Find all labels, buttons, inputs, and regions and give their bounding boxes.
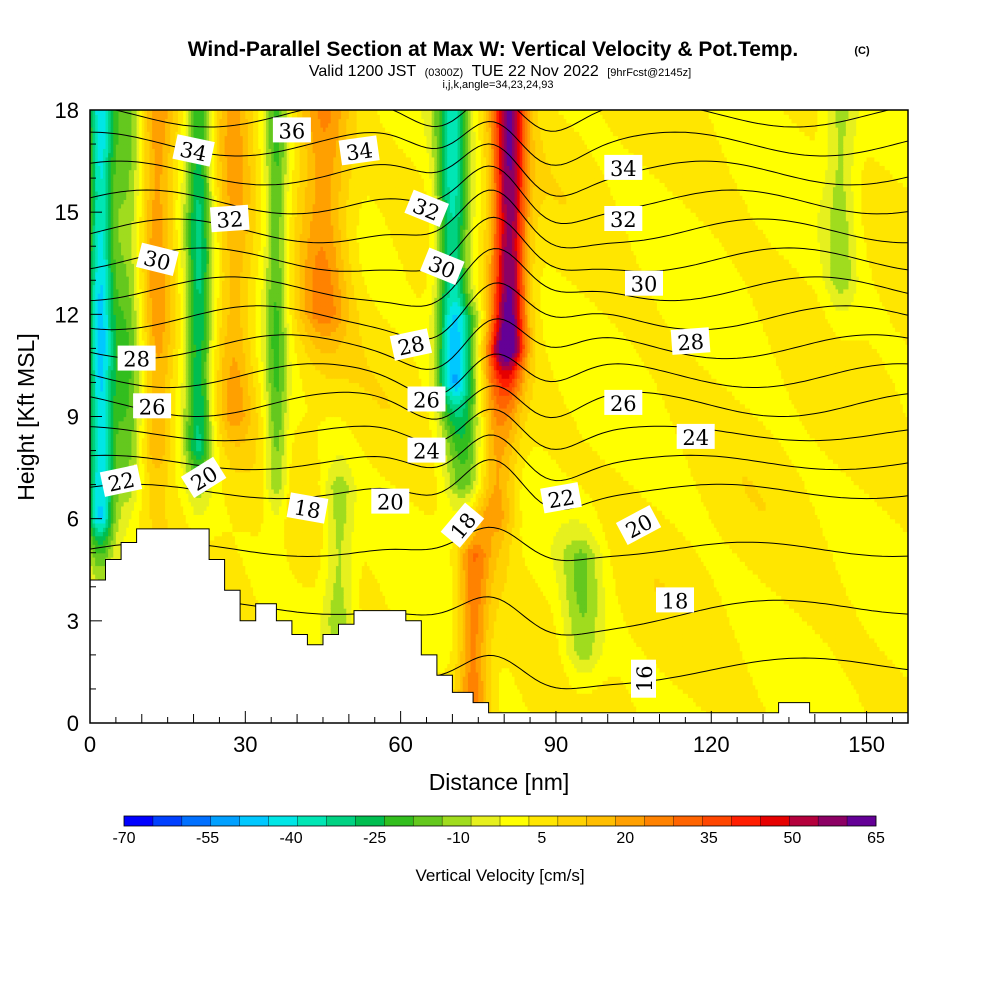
chart-canvas: Wind-Parallel Section at Max W: Vertical… (0, 0, 1000, 1000)
subtitle-utc: (0300Z) (425, 67, 464, 79)
subtitle-date: TUE 22 Nov 2022 (472, 63, 599, 80)
title-mark: (C) (854, 45, 870, 57)
chart-indices: i,j,k,angle=34,23,24,93 (442, 79, 553, 91)
subtitle-fcst: [9hrFcst@2145z] (607, 67, 691, 79)
chart-subtitle: Valid 1200 JST (0300Z) TUE 22 Nov 2022 [… (309, 63, 691, 80)
chart-title: Wind-Parallel Section at Max W: Vertical… (188, 38, 799, 61)
subtitle-valid: Valid 1200 JST (309, 63, 417, 80)
